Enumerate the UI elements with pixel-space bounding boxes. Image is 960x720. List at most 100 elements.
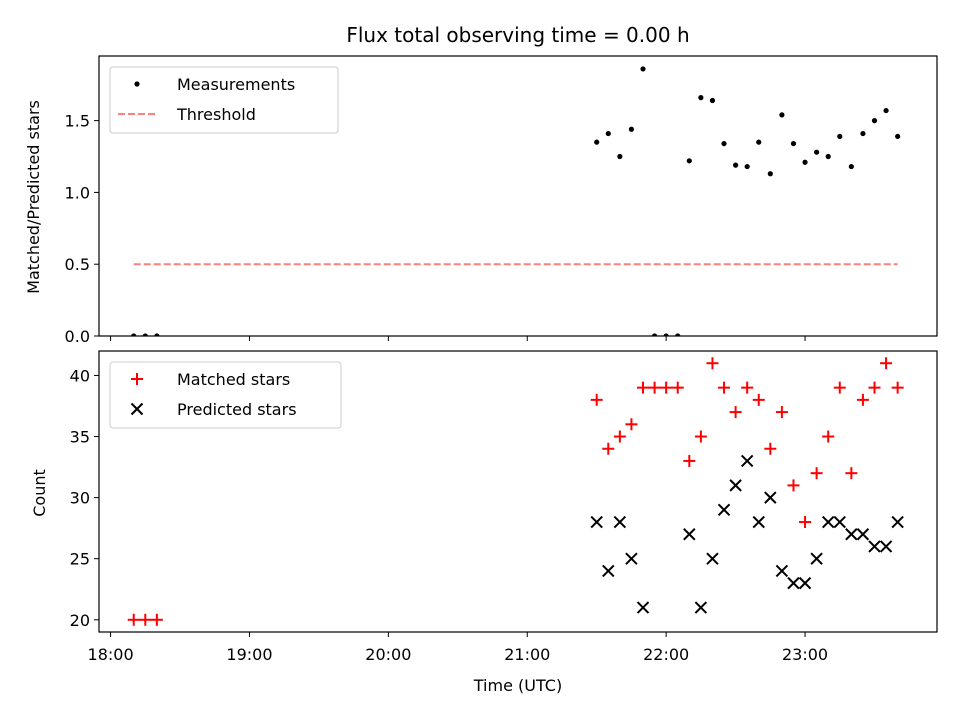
legend-predicted-marker-b	[130, 402, 144, 416]
measurement-point	[605, 130, 611, 137]
predicted-x-b	[891, 515, 904, 529]
predicted-x-b	[613, 515, 627, 529]
matched-stars-point	[139, 613, 152, 626]
x-tick-label: 19:00	[226, 645, 272, 664]
measurement-point	[628, 126, 635, 132]
predicted-stars-point	[706, 552, 719, 565]
bottom-y-tick-label: 25	[70, 550, 90, 569]
x-tick-label: 22:00	[643, 645, 689, 664]
matched-stars-point	[880, 357, 893, 370]
predicted-stars-point	[845, 528, 858, 541]
bottom-axes-frame	[98, 350, 938, 633]
legend-label: Predicted stars	[177, 400, 297, 419]
matched-stars-point	[787, 479, 800, 492]
matched-stars-point	[856, 393, 869, 406]
predicted-stars-point	[729, 479, 742, 492]
predicted-x-b	[787, 576, 800, 590]
matched-stars-point	[602, 442, 615, 455]
measurement-point	[698, 95, 704, 101]
matched-stars-point	[637, 381, 650, 394]
x-tick-label: 23:00	[782, 645, 828, 664]
measurement-point	[756, 139, 762, 145]
predicted-stars-point	[613, 515, 627, 529]
predicted-stars-point	[891, 515, 904, 529]
matched-stars-point	[127, 613, 140, 626]
measurement-point	[594, 139, 600, 145]
matched-stars-point	[868, 381, 881, 394]
measurement-point	[802, 159, 808, 165]
predicted-x-b	[821, 515, 835, 529]
predicted-x-b	[717, 503, 731, 517]
bottom-y-tick-label: 30	[70, 489, 90, 508]
matched-stars-point	[683, 454, 696, 467]
predicted-x-b	[729, 479, 742, 492]
top-y-tick-label: 1.5	[65, 112, 90, 131]
chart-title: Flux total observing time = 0.00 h	[346, 23, 689, 47]
measurement-point	[871, 118, 878, 124]
measurement-point	[733, 162, 739, 168]
predicted-stars-point	[833, 515, 846, 529]
matched-stars-point	[729, 406, 742, 419]
measurement-point	[814, 149, 820, 155]
matched-stars-point	[660, 381, 673, 394]
measurement-point	[154, 333, 160, 336]
predicted-stars-point	[590, 515, 603, 529]
predicted-stars-point	[798, 576, 812, 590]
matched-stars-point	[822, 430, 835, 443]
predicted-x-b	[798, 576, 812, 590]
matched-stars-point	[891, 381, 904, 394]
predicted-stars-point	[694, 601, 708, 614]
measurement-point	[640, 66, 646, 72]
predicted-stars-point	[752, 515, 765, 529]
predicted-stars-point	[775, 564, 789, 578]
measurement-point	[779, 112, 785, 118]
measurement-point	[895, 133, 901, 140]
top-axes-frame	[98, 55, 938, 337]
predicted-stars-point	[868, 540, 881, 553]
predicted-x-b	[868, 540, 881, 553]
x-axis-label: Time (UTC)	[473, 676, 562, 695]
top-legend-box	[109, 66, 339, 134]
predicted-x-b	[810, 552, 823, 565]
matched-stars-point	[590, 393, 603, 406]
measurement-point	[721, 140, 727, 147]
x-tick-label: 20:00	[365, 645, 411, 664]
predicted-x-b	[775, 564, 789, 578]
predicted-x-b	[879, 540, 893, 553]
predicted-x-b	[590, 515, 603, 529]
measurement-point	[883, 107, 889, 114]
measurement-point	[767, 171, 773, 177]
predicted-x-b	[856, 528, 870, 541]
matched-stars-point	[718, 381, 731, 394]
predicted-stars-point	[764, 491, 777, 504]
x-tick-label: 21:00	[504, 645, 550, 664]
legend-label: Threshold	[176, 105, 256, 124]
matched-stars-point	[671, 381, 684, 394]
measurement-point	[651, 333, 658, 336]
measurement-point	[744, 163, 750, 170]
predicted-stars-point	[683, 528, 696, 541]
matched-stars-point	[845, 467, 858, 480]
measurement-point	[848, 163, 854, 170]
predicted-stars-point	[636, 601, 650, 614]
bottom-y-axis-label: Count	[30, 469, 49, 517]
top-legend: Measurements Threshold	[109, 66, 339, 134]
predicted-stars-point	[625, 552, 638, 565]
bottom-marks	[127, 357, 904, 626]
predicted-x-b	[764, 491, 777, 504]
matched-stars-point	[150, 613, 163, 626]
measurement-point	[709, 97, 716, 104]
measurement-point	[142, 333, 148, 336]
measurement-point	[675, 333, 681, 336]
legend-label: Matched stars	[177, 370, 290, 389]
measurement-point	[860, 130, 866, 137]
legend-measurements-marker	[134, 81, 140, 87]
measurement-point	[686, 158, 692, 164]
x-tick-label: 18:00	[88, 645, 134, 664]
bottom-y-tick-label: 40	[70, 366, 90, 385]
matched-stars-point	[625, 418, 638, 431]
predicted-stars-point	[787, 576, 800, 590]
predicted-x-b	[752, 515, 765, 529]
predicted-x-b	[602, 564, 615, 578]
